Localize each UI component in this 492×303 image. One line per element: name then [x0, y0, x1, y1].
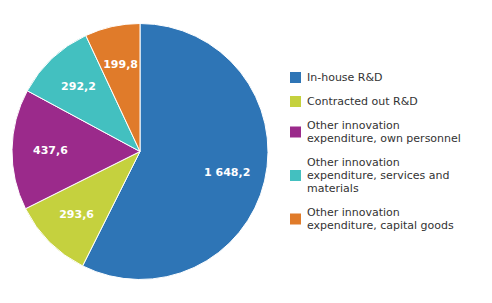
data-label: 292,2: [61, 80, 96, 93]
data-label: 1 648,2: [204, 166, 250, 179]
data-label: 437,6: [33, 144, 68, 157]
legend-label-line: Other innovation: [307, 156, 400, 169]
legend-label: Other innovationexpenditure, own personn…: [307, 119, 461, 145]
legend-label: Contracted out R&D: [307, 95, 418, 108]
legend-item: Other innovationexpenditure, own personn…: [290, 119, 461, 145]
legend-label-line: Other innovation: [307, 206, 400, 219]
legend-item: Contracted out R&D: [290, 95, 418, 108]
legend-label-line: materials: [307, 182, 359, 195]
legend-label-line: expenditure, own personnel: [307, 132, 461, 145]
legend-label-line: Other innovation: [307, 119, 400, 132]
legend-swatch: [290, 96, 301, 107]
legend-label: Other innovationexpenditure, capital goo…: [307, 206, 454, 232]
legend-label-line: expenditure, capital goods: [307, 219, 454, 232]
legend-swatch: [290, 72, 301, 83]
legend-swatch: [290, 127, 301, 138]
legend-item: Other innovationexpenditure, capital goo…: [290, 206, 454, 232]
pie: [12, 24, 268, 280]
data-label: 199,8: [103, 58, 138, 71]
data-label: 293,6: [59, 208, 94, 221]
legend-label-line: Contracted out R&D: [307, 95, 418, 108]
legend-swatch: [290, 214, 301, 225]
legend-swatch: [290, 170, 301, 181]
legend-label-line: expenditure, services and: [307, 169, 450, 182]
legend-label-line: In-house R&D: [307, 71, 383, 84]
legend-label: Other innovationexpenditure, services an…: [307, 156, 450, 195]
legend: In-house R&D Contracted out R&D Other inno…: [290, 71, 461, 232]
legend-item: Other innovationexpenditure, services an…: [290, 156, 450, 195]
legend-label: In-house R&D: [307, 71, 383, 84]
data-labels: 1 648,2 293,6 437,6 292,2 199,8: [33, 58, 250, 222]
chart: 1 648,2 293,6 437,6 292,2 199,8 In-house R&D C…: [0, 0, 492, 303]
legend-item: In-house R&D: [290, 71, 383, 84]
